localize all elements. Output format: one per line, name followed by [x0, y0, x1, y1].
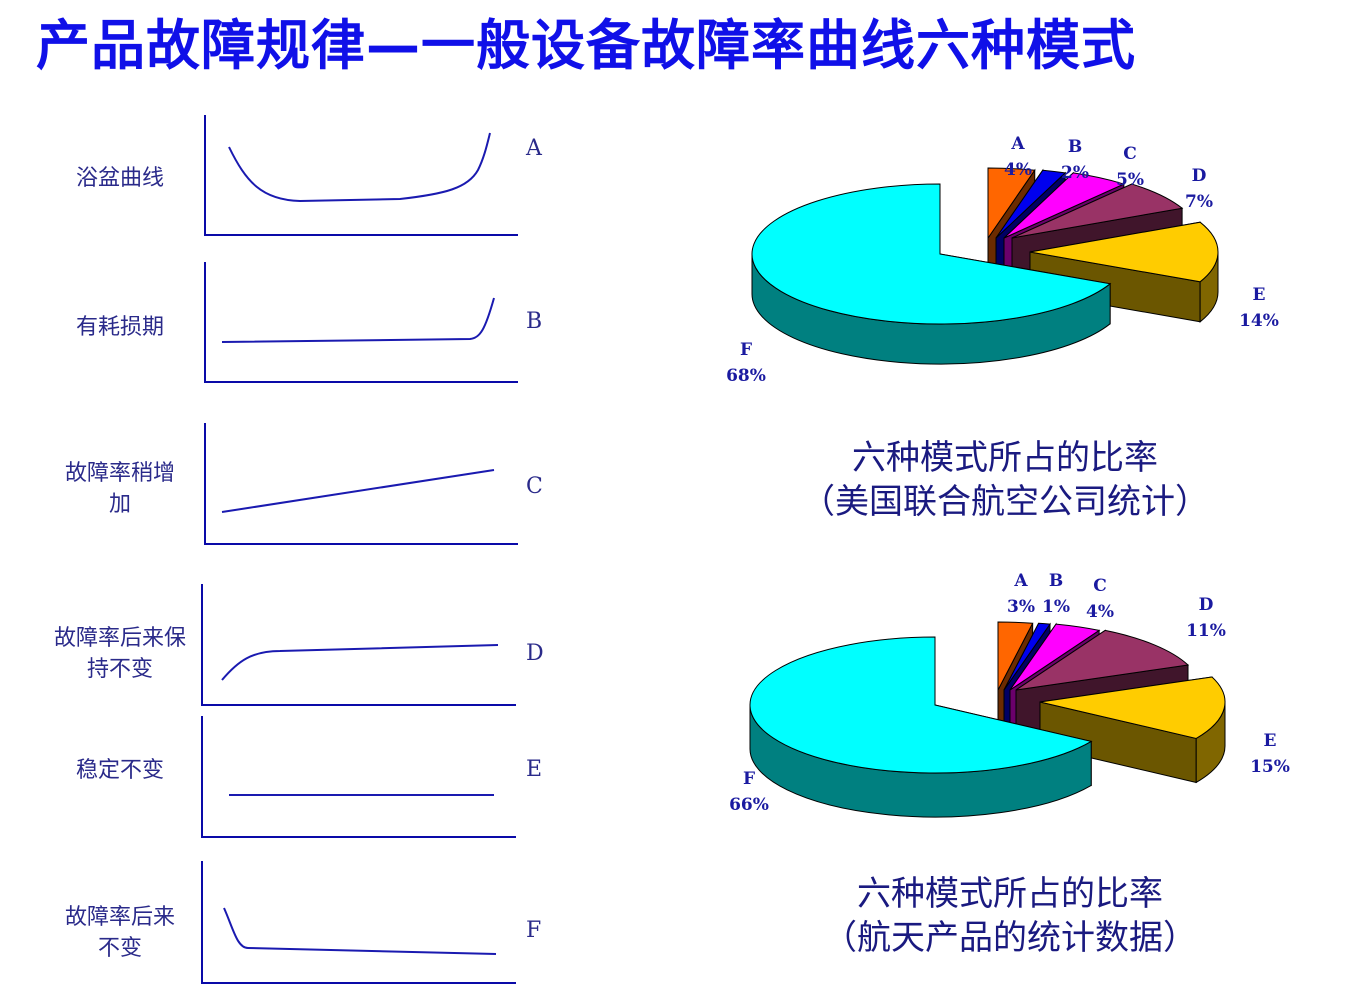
panel-axis — [205, 115, 518, 235]
pie-slice-name: D — [1199, 595, 1214, 615]
panel-axis — [205, 262, 518, 382]
curve-panel-id: A — [525, 136, 543, 161]
pie-data-label: 15% — [1250, 757, 1290, 777]
pie-slice-name: D — [1192, 166, 1207, 186]
pie-slice-name: A — [1010, 134, 1025, 154]
pie-slice-name: F — [743, 769, 755, 789]
pie-caption-2-line1: 六种模式所占的比率 — [785, 872, 1235, 916]
curve-panel-id: E — [526, 757, 542, 782]
pie-label-c: C 5% — [1116, 144, 1144, 190]
pie-label-e: E 14% — [1239, 285, 1279, 331]
failure-rate-curve-d — [222, 645, 498, 680]
curve-panel-label: 故障率后来保 — [54, 626, 186, 651]
pie-data-label: 3% — [1007, 597, 1035, 617]
pie-data-label: 14% — [1239, 311, 1279, 331]
pie-label-f: F 68% — [726, 340, 766, 386]
pie-label-b: B 1% — [1042, 571, 1070, 617]
pie-caption-1-line1: 六种模式所占的比率 — [780, 436, 1230, 480]
pie-caption-2: 六种模式所占的比率 （航天产品的统计数据） — [785, 872, 1235, 960]
pie-label-e: E 15% — [1250, 731, 1290, 777]
pie-slice-name: C — [1123, 144, 1137, 164]
pie-chart-1: A 4% B 2% C 5% D 7% E 14% F 68% — [726, 134, 1279, 386]
pie-data-label: 4% — [1086, 602, 1114, 622]
curve-panel-label: 加 — [109, 492, 131, 517]
curve-panel-label: 有耗损期 — [76, 315, 164, 340]
pie-label-a: A 4% — [1004, 134, 1032, 180]
curve-panel-id: D — [526, 641, 544, 666]
curve-panel-id: B — [526, 309, 542, 334]
pie-data-label: 2% — [1061, 163, 1089, 183]
pie-caption-1-line2: （美国联合航空公司统计） — [780, 480, 1230, 524]
curve-panel-label: 不变 — [98, 936, 142, 961]
pie-label-c: C 4% — [1086, 576, 1114, 622]
pie-caption-2-line2: （航天产品的统计数据） — [785, 916, 1235, 960]
pie-data-label: 66% — [729, 795, 769, 815]
pie-slice-name: F — [740, 340, 752, 360]
pie-label-d: D 7% — [1185, 166, 1213, 212]
curve-panel-a: A 浴盆曲线 — [76, 115, 543, 235]
panel-axis — [202, 716, 516, 837]
pie-label-b: B 2% — [1061, 137, 1089, 183]
pie-label-d: D 11% — [1186, 595, 1226, 641]
curve-panel-label: 稳定不变 — [76, 758, 164, 783]
pie-data-label: 4% — [1004, 160, 1032, 180]
pie-data-label: 7% — [1185, 192, 1213, 212]
pie-label-f: F 66% — [729, 769, 769, 815]
pie-slice-name: E — [1253, 285, 1266, 305]
curve-panel-id: F — [526, 918, 541, 943]
pie-data-label: 1% — [1042, 597, 1070, 617]
curve-panel-b: B 有耗损期 — [76, 262, 542, 382]
curve-panel-label: 故障率稍增 — [65, 461, 175, 486]
pie-chart-2: A 3% B 1% C 4% D 11% E 15% F 66% — [729, 571, 1290, 817]
pie-slice-name: E — [1264, 731, 1277, 751]
page-title: 产品故障规律—一般设备故障率曲线六种模式 — [36, 14, 1136, 79]
failure-rate-curve-b — [222, 298, 494, 342]
pie-data-label: 68% — [726, 366, 766, 386]
pie-slice-name: B — [1068, 137, 1082, 157]
pie-slice-name: B — [1049, 571, 1063, 591]
curve-panel-id: C — [526, 474, 543, 499]
failure-rate-curve-a — [229, 133, 490, 201]
panel-axis — [202, 861, 516, 983]
panel-axis — [202, 584, 516, 705]
pie-slice-name: C — [1093, 576, 1107, 596]
pie-slice-name: A — [1013, 571, 1028, 591]
failure-rate-curve-c — [222, 470, 494, 512]
curve-panel-label: 浴盆曲线 — [76, 166, 164, 191]
pie-label-a: A 3% — [1007, 571, 1035, 617]
pie-data-label: 11% — [1186, 621, 1226, 641]
curve-panel-label: 故障率后来 — [65, 905, 175, 930]
pie-data-label: 5% — [1116, 170, 1144, 190]
curve-panel-label: 持不变 — [87, 657, 153, 682]
pie-caption-1: 六种模式所占的比率 （美国联合航空公司统计） — [780, 436, 1230, 524]
curve-panel-e: E 稳定不变 — [76, 716, 542, 837]
failure-rate-curve-f — [224, 908, 496, 954]
panel-axis — [205, 423, 518, 544]
